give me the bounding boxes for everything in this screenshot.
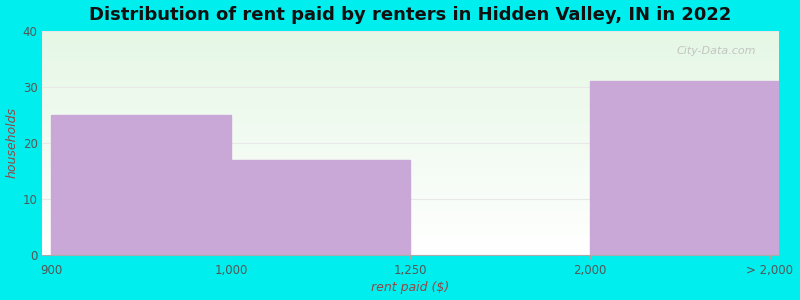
X-axis label: rent paid ($): rent paid ($) <box>371 281 450 294</box>
Text: City-Data.com: City-Data.com <box>677 46 757 56</box>
Y-axis label: households: households <box>6 107 18 178</box>
Bar <box>590 81 800 255</box>
Bar <box>51 115 231 255</box>
Title: Distribution of rent paid by renters in Hidden Valley, IN in 2022: Distribution of rent paid by renters in … <box>90 6 732 24</box>
Bar <box>231 160 410 255</box>
